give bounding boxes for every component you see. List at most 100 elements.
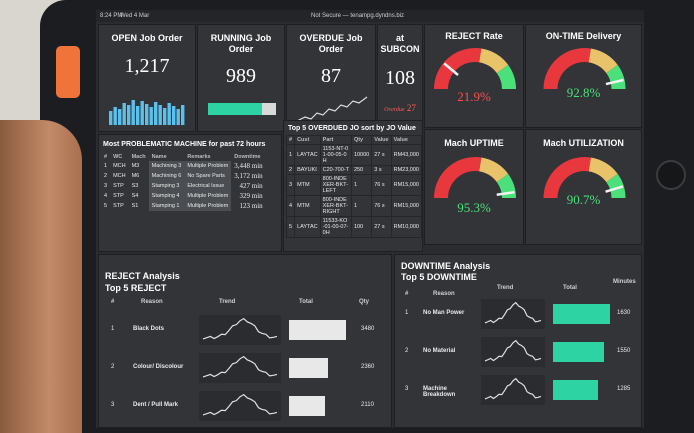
table-cell: M6 <box>131 173 140 179</box>
row-value: 3480 <box>361 326 375 332</box>
table-cell: 4 <box>104 193 108 199</box>
home-button[interactable] <box>656 160 686 190</box>
problem-machine-title: Most PROBLEMATIC MACHINE for past 72 hou… <box>103 141 266 148</box>
gauge-uptime-title: Mach UPTIME <box>444 138 504 148</box>
trend-line <box>484 301 542 324</box>
gauge-ontime[interactable]: ON-TIME Delivery 92.8% <box>525 24 642 128</box>
table-cell: RM10,000 <box>390 216 423 238</box>
kpi-overdue[interactable]: OVERDUE Job Order 87 <box>286 24 376 132</box>
reject-col-trend: Trend <box>219 299 236 305</box>
table-cell: No Spare Parts <box>184 171 232 181</box>
table-cell: S3 <box>131 183 139 189</box>
table-cell: RM23,000 <box>390 165 423 175</box>
kpi-running-fill <box>208 103 263 115</box>
table-cell: 27 s <box>371 216 392 238</box>
row-reason[interactable]: No Material <box>423 348 456 354</box>
spark-bar <box>158 105 162 125</box>
table-cell: 3 <box>104 183 108 189</box>
table-cell: Multiple Problem <box>184 161 232 171</box>
table-cell: STP <box>113 203 124 209</box>
row-reason[interactable]: No Man Power <box>423 310 465 316</box>
table-cell: 1153-NT-01-00-05-0H <box>319 144 352 166</box>
reject-col-reason: Reason <box>141 299 163 305</box>
row-value: 2110 <box>361 402 374 408</box>
table-row[interactable]: 4 STP S4 Stamping 4 Multiple Problem 329 min <box>101 191 266 201</box>
table-cell: Electrical Issue <box>184 181 232 191</box>
table-cell: 3,448 min <box>234 162 263 170</box>
downtime-title: DOWNTIME Analysis <box>401 261 491 271</box>
reject-col-qty: Qty <box>359 299 370 305</box>
table-row[interactable]: 5 STP S1 Stamping 1 Multiple Problem 123 min <box>101 201 266 211</box>
gauge-uptime-value: 95.3% <box>457 200 491 215</box>
table-cell: 800-INDEXER-BKT-LEFT <box>319 174 352 196</box>
row-reason[interactable]: Machine Breakdown <box>423 386 456 398</box>
table-cell: Stamping 1 <box>148 201 185 211</box>
row-value: 1630 <box>617 310 631 316</box>
status-time: 8:24 PM <box>100 13 123 19</box>
spark-bar <box>118 109 122 125</box>
table-row[interactable]: 3 MTM 800-INDEXER-BKT-LEFT 1 76 s RM15,000 <box>285 174 423 196</box>
kpi-open[interactable]: OPEN Job Order 1,217 <box>98 24 196 132</box>
table-cell: 2 <box>285 165 296 175</box>
trend-line <box>202 317 278 340</box>
row-number: 1 <box>111 326 115 332</box>
kpi-overdue-sparkline <box>296 96 368 122</box>
table-cell: STP <box>113 183 124 189</box>
gauge-ontime-dial <box>543 48 626 90</box>
table-row[interactable]: 3 STP S3 Stamping 3 Electrical Issue 427 min <box>101 181 266 191</box>
overdue-jo-panel: Top 5 OVERDUED JO sort by JO Value # Cust… <box>283 120 423 252</box>
kpi-running[interactable]: RUNNING Job Order 989 <box>197 24 285 132</box>
table-row[interactable]: 1 MCH M3 Machining 3 Multiple Problem 3,448 m… <box>101 161 266 171</box>
total-bar <box>289 358 328 378</box>
table-header: Downtime <box>234 154 261 160</box>
row-value: 1285 <box>617 386 631 392</box>
gauge-utilization-dial <box>543 157 626 199</box>
row-reason[interactable]: Black Dots <box>133 326 165 332</box>
gauge-utilization-value: 90.7% <box>566 192 601 207</box>
table-header: Qty <box>350 135 373 145</box>
row-value: 2360 <box>361 364 375 370</box>
table-cell: 76 s <box>371 195 392 217</box>
row-number: 2 <box>111 364 115 370</box>
row-reason[interactable]: Colour/ Discolour <box>133 364 184 370</box>
overdue-value: 27 <box>406 103 416 113</box>
table-cell: 5 <box>285 216 296 238</box>
table-cell: M3 <box>131 163 140 169</box>
downtime-col-minutes: Minutes <box>613 279 636 285</box>
gauge-band <box>478 48 509 74</box>
table-row[interactable]: 4 MTM 800-INDEXER-BKT-RIGHT 1 76 s RM15,000 <box>285 195 423 217</box>
gauge-band <box>478 157 509 183</box>
table-header: Remarks <box>187 154 211 160</box>
trend-sparkline <box>199 391 281 421</box>
gauge-utilization[interactable]: Mach UTILIZATION 90.7% <box>525 129 642 245</box>
table-row[interactable]: 5 LAYTAC 11533-KO-01-00-07-0H 100 27 s RM10,0… <box>285 216 423 238</box>
table-row[interactable]: 2 MCH M6 Machining 6 No Spare Parts 3,172 min <box>101 171 266 181</box>
spark-bar <box>154 102 158 125</box>
table-row[interactable]: 2 BAYUKI C20-700-T 250 3 s RM23,000 <box>285 165 423 175</box>
case-tab <box>56 46 80 98</box>
gauge-uptime[interactable]: Mach UPTIME 95.3% <box>424 129 524 245</box>
kpi-overdue-value: 87 <box>321 65 341 87</box>
table-row[interactable]: 1 LAYTAC 1153-NT-01-00-05-0H 10000 27 s RM43,… <box>285 144 423 166</box>
gauge-needle <box>605 78 624 86</box>
row-reason[interactable]: Dent / Pull Mark <box>133 402 179 408</box>
trend-line <box>202 355 278 378</box>
url-bar[interactable]: Not Secure — tenampg.dyndns.biz <box>311 13 405 19</box>
row-number: 3 <box>111 402 115 408</box>
problem-machine-panel: Most PROBLEMATIC MACHINE for past 72 hou… <box>98 134 282 252</box>
kpi-subcon[interactable]: at SUBCON 108 Overdue 27 <box>377 24 423 132</box>
gauge-reject[interactable]: REJECT Rate 21.9% <box>424 24 524 128</box>
table-cell: 3,172 min <box>234 172 263 180</box>
kpi-open-sparkbars <box>109 100 185 125</box>
row-value: 1550 <box>617 348 631 354</box>
table-header: Value <box>371 135 392 145</box>
table-cell: 2 <box>104 173 108 179</box>
table-cell: Multiple Problem <box>184 191 232 201</box>
table-cell: BAYUKI <box>294 165 321 175</box>
table-cell: LAYTAC <box>294 144 321 166</box>
overdue-jo-title: Top 5 OVERDUED JO sort by JO Value <box>288 125 416 132</box>
kpi-open-value: 1,217 <box>124 55 170 77</box>
gauge-band <box>588 48 618 74</box>
gauge-utilization-title: Mach UTILIZATION <box>543 138 624 148</box>
gauge-band <box>606 64 626 90</box>
